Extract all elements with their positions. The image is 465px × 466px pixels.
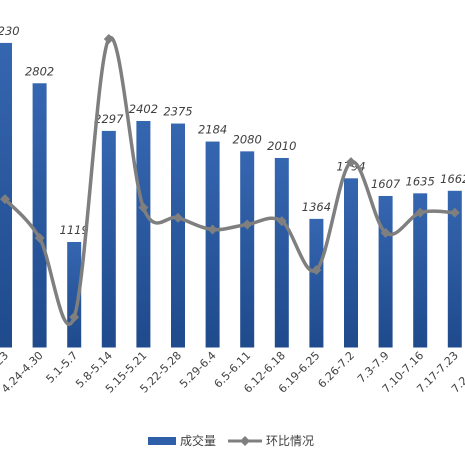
line-marker [138,202,149,213]
bar [205,141,220,348]
bar [101,130,116,348]
bar [447,190,462,348]
value-label: 1635 [406,174,435,188]
line-marker [276,216,287,227]
bar [171,123,185,348]
bar [274,157,289,348]
value-label: 2010 [267,139,296,153]
line-marker [173,212,183,223]
line-marker [449,207,460,218]
bar [136,120,151,348]
line-marker [69,312,80,323]
line-marker [207,224,218,235]
legend-label: 成交量 [180,433,216,448]
value-label: 1662 [440,172,465,186]
bar [32,83,47,348]
bar [378,195,393,348]
line-marker [34,232,45,243]
legend-swatch [148,437,176,445]
line-marker [242,219,253,230]
value-label: 3230 [0,24,20,38]
value-label: 2375 [163,105,192,119]
value-label: 1364 [302,200,331,214]
value-label: 2184 [198,123,227,137]
bar [344,178,358,348]
x-tick-label: 6.26-7.2 [315,349,357,391]
value-label: 2080 [233,132,262,146]
value-label: 1119 [60,223,89,237]
x-tick-label: 5.29-6.4 [177,349,219,391]
line-marker [103,34,114,45]
bar [413,193,428,348]
line-marker [311,264,322,275]
line-marker [346,157,356,168]
value-label: 2297 [94,112,124,126]
legend-label: 环比情况 [266,434,314,448]
bar [240,151,255,348]
line-marker [0,194,10,205]
legend-swatch [240,436,250,446]
bar [309,218,324,348]
line-marker [380,227,391,238]
value-label: 2802 [25,64,54,78]
value-label: 2402 [129,102,158,116]
line-marker [415,207,426,218]
value-label: 1607 [371,177,401,191]
